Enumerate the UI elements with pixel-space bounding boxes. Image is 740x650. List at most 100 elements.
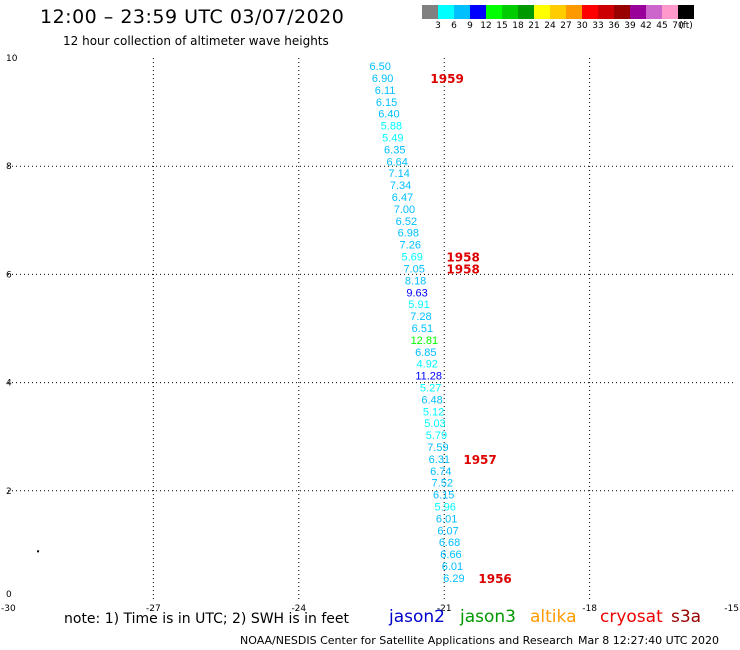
swh-value-label: 6.40 bbox=[378, 109, 399, 121]
swh-value-label: 6.35 bbox=[384, 144, 405, 156]
page-title: 12:00 – 23:59 UTC 03/07/2020 bbox=[40, 6, 345, 28]
swh-value-label: 6.90 bbox=[372, 73, 393, 85]
color-scale-label: 24 bbox=[544, 21, 556, 31]
swh-value-label: 7.59 bbox=[427, 442, 448, 454]
swh-value-label: 6.01 bbox=[442, 561, 463, 573]
swh-value-label: 8.18 bbox=[405, 275, 426, 287]
map-point-marker bbox=[37, 550, 40, 553]
lon-tick-label: -30 bbox=[1, 604, 16, 614]
lat-tick-label: 6 bbox=[6, 270, 12, 280]
swh-value-label: 6.50 bbox=[370, 61, 391, 73]
color-swatch bbox=[566, 5, 582, 19]
swh-value-label: 5.27 bbox=[420, 382, 441, 394]
color-scale-label: 12 bbox=[480, 21, 492, 31]
swh-value-label: 6.07 bbox=[437, 525, 458, 537]
color-swatch bbox=[598, 5, 614, 19]
color-scale-label: 9 bbox=[467, 21, 473, 31]
swh-value-label: 5.91 bbox=[408, 299, 429, 311]
swh-value-label: 6.74 bbox=[430, 466, 451, 478]
swh-value-label: 12.81 bbox=[411, 335, 439, 347]
color-swatch bbox=[470, 5, 486, 19]
generation-timestamp: Mar 8 12:27:40 UTC 2020 bbox=[578, 634, 719, 647]
pass-time-label: 1956 bbox=[478, 572, 511, 586]
color-scale-label: 27 bbox=[560, 21, 572, 31]
lat-tick-label: 0 bbox=[6, 590, 12, 600]
lat-tick-label: 10 bbox=[6, 54, 18, 64]
satellite-legend-jason2: jason2 bbox=[389, 607, 445, 627]
color-swatch bbox=[502, 5, 518, 19]
color-scale-label: 36 bbox=[608, 21, 620, 31]
color-swatch bbox=[438, 5, 454, 19]
color-swatch bbox=[534, 5, 550, 19]
swh-value-label: 6.29 bbox=[443, 573, 464, 585]
satellite-legend-cryosat: cryosat bbox=[600, 607, 663, 627]
swh-value-label: 4.92 bbox=[417, 359, 438, 371]
swh-value-label: 6.51 bbox=[412, 323, 433, 335]
swh-value-label: 9.63 bbox=[406, 287, 427, 299]
color-scale-label: 39 bbox=[624, 21, 636, 31]
color-scale-label: 33 bbox=[592, 21, 604, 31]
swh-value-label: 7.00 bbox=[394, 204, 415, 216]
swh-value-label: 6.01 bbox=[436, 513, 457, 525]
lon-tick-label: -27 bbox=[146, 604, 161, 614]
swh-value-label: 6.66 bbox=[440, 549, 461, 561]
color-scale-label: 30 bbox=[576, 21, 588, 31]
footer-note: note: 1) Time is in UTC; 2) SWH is in fe… bbox=[64, 611, 350, 627]
swh-value-label: 6.15 bbox=[433, 490, 454, 502]
lat-tick-label: 2 bbox=[6, 487, 12, 497]
swh-value-label: 5.88 bbox=[381, 121, 402, 133]
lat-tick-label: 4 bbox=[6, 379, 12, 389]
color-swatch bbox=[614, 5, 630, 19]
pass-time-label: 1958 bbox=[446, 251, 479, 265]
page-subtitle: 12 hour collection of altimeter wave hei… bbox=[63, 34, 329, 48]
color-scale-label: 21 bbox=[528, 21, 540, 31]
lat-tick-label: 8 bbox=[6, 162, 12, 172]
swh-value-label: 7.28 bbox=[410, 311, 431, 323]
swh-value-label: 5.79 bbox=[426, 430, 447, 442]
satellite-legend-s3a: s3a bbox=[671, 607, 702, 627]
swh-value-label: 7.14 bbox=[388, 168, 409, 180]
swh-value-label: 6.98 bbox=[398, 228, 419, 240]
swh-value-label: 7.52 bbox=[432, 478, 453, 490]
satellite-legend-jason3: jason3 bbox=[460, 607, 516, 627]
swh-value-label: 11.28 bbox=[415, 371, 442, 383]
pass-time-label: 1959 bbox=[430, 72, 463, 86]
pass-time-label: 1958 bbox=[446, 262, 479, 276]
swh-value-label: 6.11 bbox=[375, 85, 396, 97]
color-swatch bbox=[486, 5, 502, 19]
color-swatch bbox=[630, 5, 646, 19]
credit-line: NOAA/NESDIS Center for Satellite Applica… bbox=[240, 634, 574, 647]
swh-value-label: 7.34 bbox=[390, 180, 411, 192]
color-scale-label: 3 bbox=[435, 21, 441, 31]
swh-value-label: 5.96 bbox=[434, 501, 455, 513]
lon-tick-label: -24 bbox=[291, 604, 306, 614]
color-scale-label: 42 bbox=[640, 21, 652, 31]
swh-value-label: 6.48 bbox=[421, 394, 442, 406]
color-swatch bbox=[454, 5, 470, 19]
color-scale-unit: (ft) bbox=[679, 21, 693, 31]
color-scale-label: 18 bbox=[512, 21, 524, 31]
color-swatch bbox=[662, 5, 678, 19]
swh-value-label: 6.64 bbox=[386, 156, 407, 168]
satellite-legend-altika: altika bbox=[530, 607, 577, 627]
color-swatch bbox=[422, 5, 438, 19]
color-swatch bbox=[518, 5, 534, 19]
color-swatch bbox=[550, 5, 566, 19]
swh-value-label: 5.69 bbox=[402, 252, 423, 264]
swh-value-label: 7.26 bbox=[400, 240, 421, 252]
color-swatch bbox=[582, 5, 598, 19]
swh-value-label: 5.12 bbox=[423, 406, 444, 418]
swh-value-label: 6.15 bbox=[376, 97, 397, 109]
color-scale-label: 6 bbox=[451, 21, 457, 31]
swh-value-label: 5.03 bbox=[424, 418, 445, 430]
pass-time-label: 1957 bbox=[463, 453, 496, 467]
color-swatch bbox=[646, 5, 662, 19]
lon-tick-label: -15 bbox=[724, 604, 739, 614]
lon-tick-label: -18 bbox=[582, 604, 597, 614]
color-scale-label: 15 bbox=[496, 21, 508, 31]
color-scale-label: 70 bbox=[672, 21, 684, 31]
color-swatch bbox=[678, 5, 694, 19]
swh-value-label: 5.49 bbox=[382, 133, 403, 145]
swh-value-label: 7.05 bbox=[403, 263, 424, 275]
